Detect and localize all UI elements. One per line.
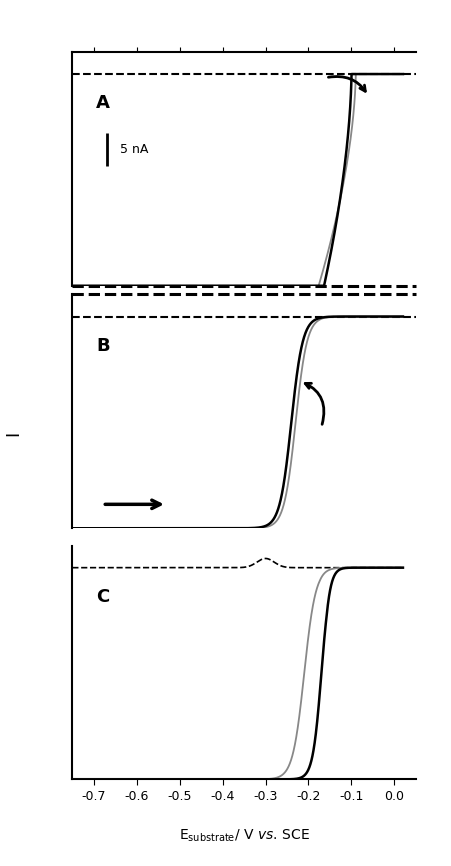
- Text: C: C: [96, 588, 110, 605]
- Text: I: I: [5, 430, 23, 436]
- Text: B: B: [96, 337, 110, 354]
- Text: $\mathrm{E_{substrate}}$/ V $\it{vs}$. SCE: $\mathrm{E_{substrate}}$/ V $\it{vs}$. S…: [178, 828, 309, 844]
- Text: A: A: [96, 94, 110, 112]
- Text: 5 nA: 5 nA: [119, 143, 147, 156]
